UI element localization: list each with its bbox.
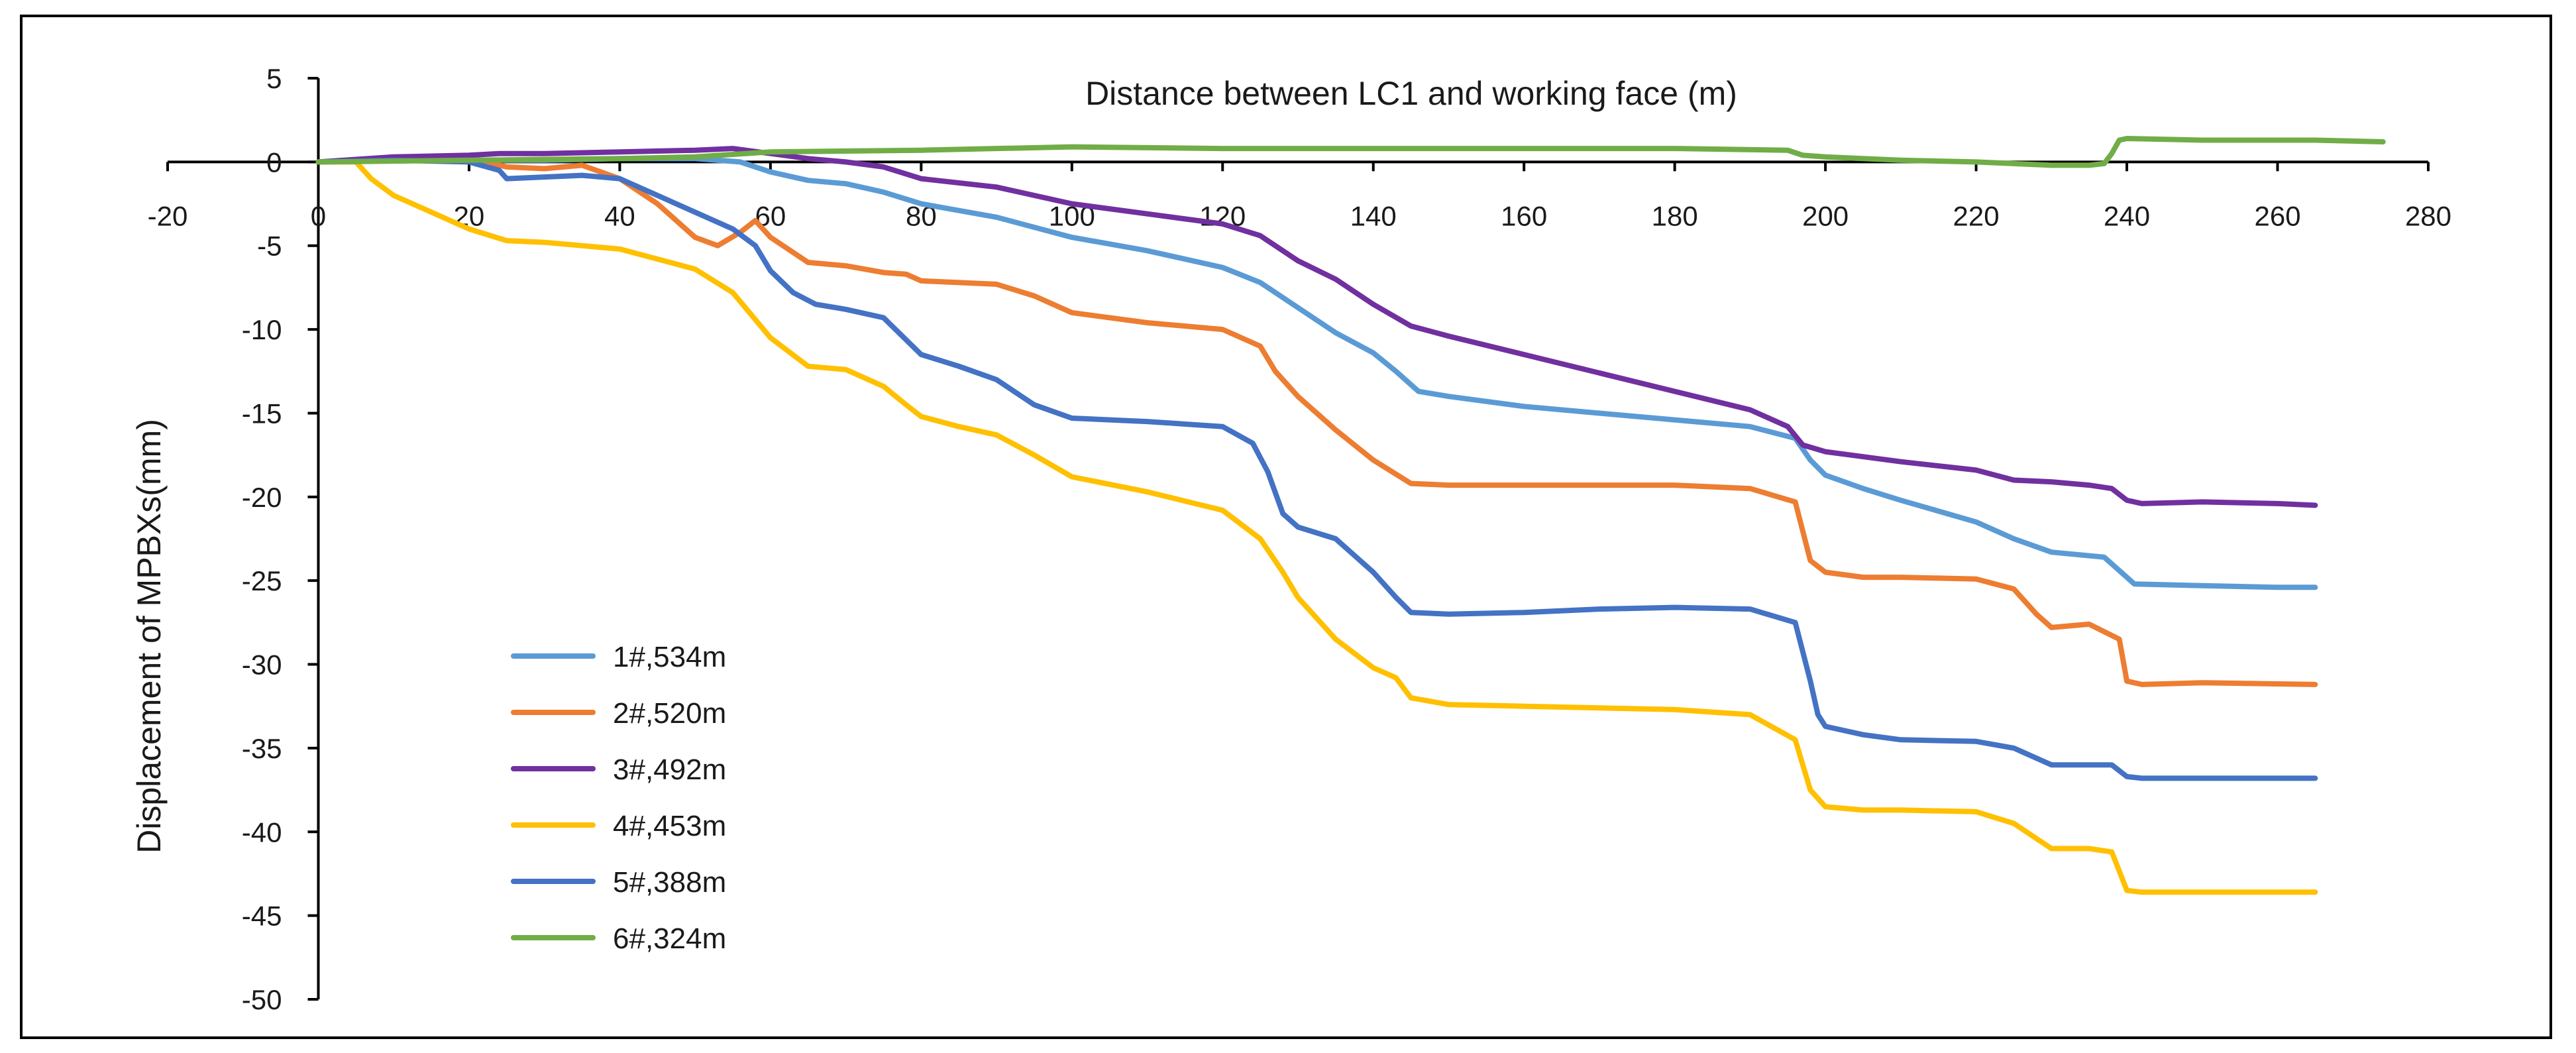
legend-label: 6#,324m: [613, 922, 726, 955]
x-tick-label: 40: [604, 200, 635, 231]
x-tick-label: 260: [2254, 200, 2300, 231]
y-tick-label: -35: [242, 733, 282, 764]
y-tick-label: -50: [242, 984, 282, 1015]
series-line-2: [315, 156, 2318, 687]
legend-item-3: 3#,492m: [511, 753, 726, 786]
y-tick-label: -25: [242, 565, 282, 596]
x-tick-label: 140: [1350, 200, 1397, 231]
x-tick-label: 180: [1652, 200, 1698, 231]
y-tick-label: -15: [242, 398, 282, 429]
series-line-4: [315, 159, 2318, 895]
legend: 1#,534m 2#,520m 3#,492m 4#,453m 5#,388m 6#,32…: [511, 641, 726, 955]
y-tick-label: -40: [242, 816, 282, 848]
legend-item-6: 6#,324m: [511, 922, 726, 955]
axes: -20 0 20 40 60 80 100 120 140 160 180 200 220 240 260 2…: [148, 63, 2451, 1015]
x-axis-title: Distance between LC1 and working face (m…: [1085, 75, 1737, 112]
x-tick-label: 160: [1501, 200, 1547, 231]
y-axis-title: Displacement of MPBXs(mm): [131, 419, 168, 854]
x-tick-label: 220: [1953, 200, 2000, 231]
y-tick-label: 0: [266, 146, 282, 178]
legend-label: 2#,520m: [613, 697, 726, 730]
legend-item-5: 5#,388m: [511, 866, 726, 899]
x-tick-label: 200: [1802, 200, 1849, 231]
legend-label: 3#,492m: [613, 753, 726, 786]
series-line-3: [315, 146, 2318, 508]
y-tick-label: -45: [242, 901, 282, 932]
series-line-1: [315, 156, 2318, 590]
y-tick-label: -20: [242, 482, 282, 513]
series-line-5: [315, 157, 2318, 781]
plot-area: [315, 136, 2386, 895]
x-tick-label: -20: [148, 200, 188, 231]
x-tick-label: 280: [2405, 200, 2451, 231]
x-tick-label: 0: [311, 200, 326, 231]
legend-label: 4#,453m: [613, 810, 726, 842]
y-tick-label: -10: [242, 314, 282, 345]
series-line-6: [315, 136, 2386, 168]
legend-label: 5#,388m: [613, 866, 726, 899]
chart-frame: [20, 15, 2552, 1039]
legend-item-2: 2#,520m: [511, 697, 726, 730]
legend-item-1: 1#,534m: [511, 641, 726, 673]
y-tick-label: -30: [242, 649, 282, 681]
x-tick-label: 240: [2104, 200, 2150, 231]
legend-label: 1#,534m: [613, 641, 726, 673]
y-tick-label: -5: [257, 231, 282, 262]
legend-item-4: 4#,453m: [511, 810, 726, 842]
y-tick-label: 5: [266, 63, 282, 94]
